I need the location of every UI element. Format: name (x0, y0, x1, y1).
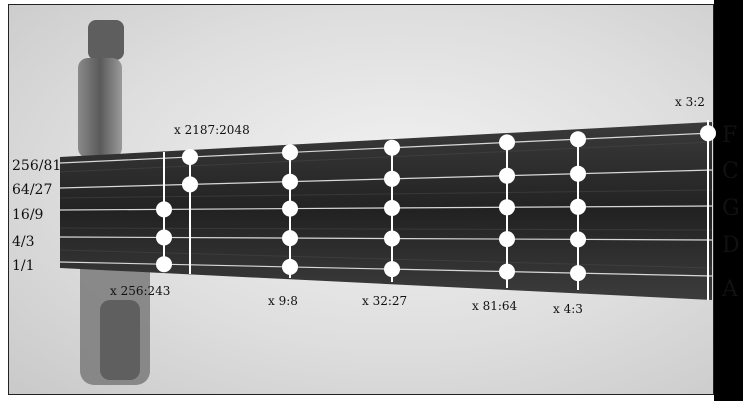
ratio-label-1-1: 1/1 (12, 258, 35, 274)
fret-dot-6-g (570, 198, 586, 215)
fret-dot-4-g (384, 200, 400, 216)
fret-dot-3-f (282, 144, 298, 161)
fret-label-4-3: x 4:3 (553, 302, 583, 316)
fret-dot-4-a (384, 261, 400, 278)
fret-label-2187-2048: x 2187:2048 (174, 123, 250, 137)
fret-dot-2-f (182, 149, 198, 165)
fret-dot-3-d (282, 230, 298, 247)
fret-dot-5-f (499, 134, 515, 151)
fret-dot-5-g (499, 199, 515, 216)
fret-dot-7-f (700, 125, 716, 142)
fret-dot-2-c (182, 176, 198, 193)
fret-dot-4-c (384, 170, 400, 187)
string-name-f: F (722, 123, 737, 148)
ratio-label-4-3: 4/3 (12, 234, 35, 250)
string-name-c: C (722, 159, 739, 184)
fret-label-32-27: x 32:27 (362, 294, 407, 308)
fret-dot-3-g (282, 200, 298, 217)
fret-dot-4-d (384, 230, 400, 247)
fret-dot-6-d (570, 231, 586, 248)
string-name-d: D (722, 233, 740, 258)
fret-dot-5-a (499, 263, 515, 280)
ratio-label-256-81: 256/81 (12, 158, 61, 174)
ratio-label-16-9: 16/9 (12, 207, 43, 223)
fret-dot-3-c (282, 173, 298, 190)
fret-label-256-243: x 256:243 (110, 284, 170, 298)
fret-dot-6-f (570, 131, 586, 148)
right-black-bar (714, 0, 743, 401)
tuning-peg-icon (78, 20, 150, 385)
fret-dot-1-a (156, 256, 172, 273)
fret-dot-4-f (384, 139, 400, 156)
fret-dot-6-a (570, 265, 586, 282)
wood-grain (59, 141, 713, 269)
ratio-label-64-27: 64/27 (12, 182, 52, 198)
fret-label-81-64: x 81:64 (472, 299, 518, 313)
fret-dot-6-c (570, 165, 586, 182)
fret-dot-1-d (156, 229, 172, 246)
fret-dot-5-c (499, 167, 515, 184)
fret-label-3-2: x 3:2 (675, 95, 705, 109)
fret-label-9-8: x 9:8 (268, 294, 298, 308)
fret-dot-5-d (499, 231, 515, 248)
fret-dot-3-a (282, 258, 298, 275)
fret-dot-1-g (156, 201, 172, 218)
string-name-a: A (721, 277, 739, 302)
string-name-g: G (722, 196, 740, 221)
